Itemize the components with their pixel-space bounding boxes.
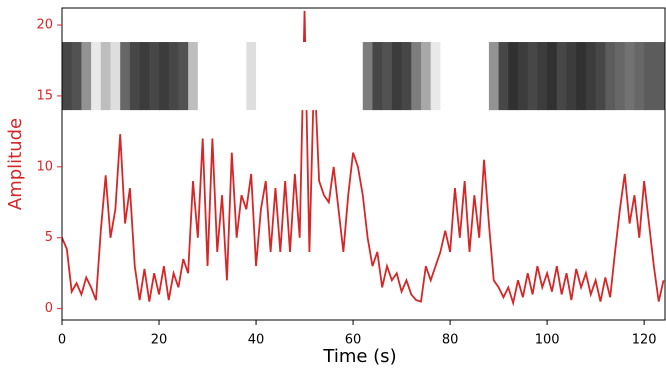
band-cell: [188, 42, 199, 111]
band-cell: [440, 42, 451, 111]
line: [62, 10, 665, 307]
band-cell: [81, 42, 92, 111]
band-cell: [644, 42, 655, 111]
band-cell: [488, 42, 500, 111]
band-cell: [382, 42, 393, 111]
band-cell: [294, 42, 306, 111]
band-cell: [285, 42, 296, 111]
band-cell: [527, 42, 539, 111]
band-cell: [663, 42, 665, 111]
band-cell: [91, 42, 102, 111]
band-cell: [585, 42, 597, 111]
band-cell: [236, 42, 247, 111]
band-cell: [275, 42, 286, 111]
band-cell: [139, 42, 150, 111]
band-cell: [450, 42, 461, 111]
band-cell: [343, 42, 354, 111]
y-tick-label: 0: [45, 301, 53, 316]
band-cell: [71, 42, 83, 111]
x-tick-label: 120: [632, 333, 657, 348]
band-cell: [323, 42, 335, 111]
band-cell: [129, 42, 141, 111]
band-cell: [653, 42, 665, 111]
band-cell: [168, 42, 180, 111]
x-axis-label: Time (s): [322, 346, 396, 367]
band-cell: [226, 42, 238, 111]
band-cell: [149, 42, 160, 111]
band-cell: [353, 42, 364, 111]
band-cell: [430, 42, 441, 111]
band-cell: [100, 42, 112, 111]
band-cell: [314, 42, 325, 111]
x-tick-label: 60: [345, 333, 362, 348]
band-cell: [624, 42, 636, 111]
band-cell: [256, 42, 267, 111]
y-axis-label: Amplitude: [5, 118, 26, 210]
band-cell: [207, 42, 218, 111]
band-cell: [401, 42, 412, 111]
band-cell: [595, 42, 606, 111]
band-cell: [411, 42, 422, 111]
band-cell: [333, 42, 344, 111]
band-cell: [605, 42, 616, 111]
band-cell: [547, 42, 558, 111]
band-cell: [197, 42, 209, 111]
y-tick-label: 15: [36, 88, 53, 103]
band-cell: [508, 42, 519, 111]
y-tick-label: 5: [45, 230, 53, 245]
axes-frame: [61, 7, 666, 321]
band-cell: [420, 42, 432, 111]
band-cell: [479, 42, 490, 111]
band-cell: [576, 42, 587, 111]
band-cell: [246, 42, 257, 111]
band-cell: [304, 42, 315, 111]
y-tick-label: 20: [36, 18, 53, 33]
band-cell: [518, 42, 529, 111]
band-cell: [120, 42, 131, 111]
x-tick-label: 0: [58, 333, 66, 348]
band-cell: [265, 42, 277, 111]
band-cell: [537, 42, 548, 111]
band-cell: [615, 42, 626, 111]
x-tick-label: 80: [442, 333, 459, 348]
band-cell: [62, 42, 73, 111]
y-tick-label: 10: [36, 159, 53, 174]
band-cell: [110, 42, 121, 111]
x-tick-label: 100: [535, 333, 560, 348]
band-cell: [469, 42, 480, 111]
band-cell: [178, 42, 189, 111]
band-cell: [362, 42, 374, 111]
band-cell: [459, 42, 471, 111]
band-cell: [498, 42, 509, 111]
band-cell: [391, 42, 403, 111]
band-cell: [634, 42, 645, 111]
band-cell: [217, 42, 228, 111]
band-cell: [556, 42, 568, 111]
band-cell: [372, 42, 383, 111]
band-cell: [566, 42, 577, 111]
x-tick-label: 40: [248, 333, 265, 348]
band-cell: [159, 42, 170, 111]
x-tick-label: 20: [151, 333, 168, 348]
plot-area: [62, 10, 665, 307]
